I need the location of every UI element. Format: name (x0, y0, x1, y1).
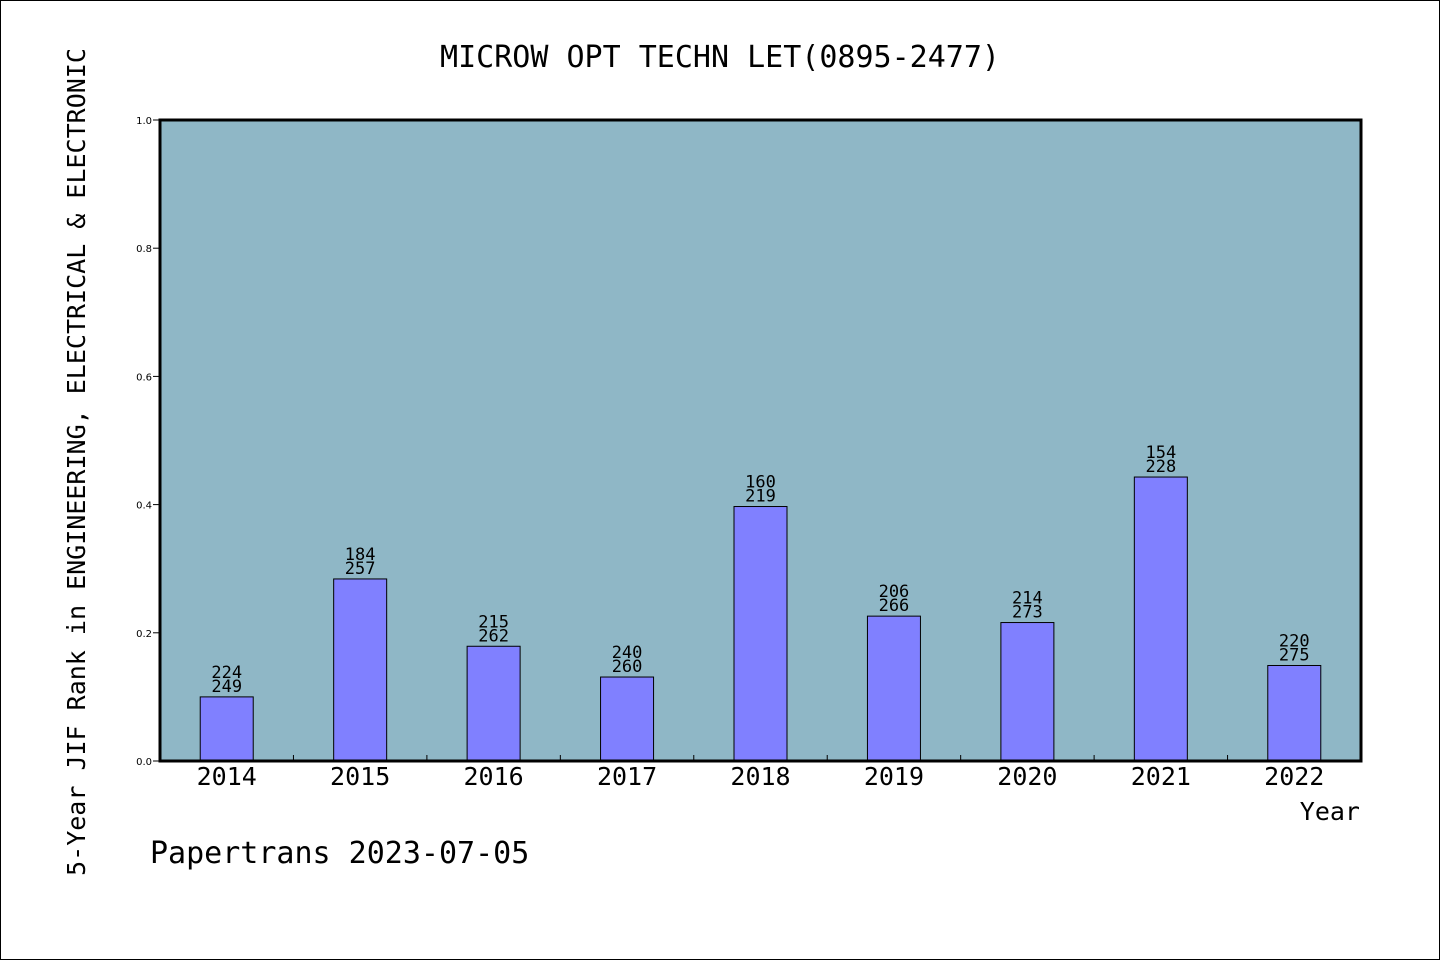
bar-rank-label: 240 (612, 643, 643, 663)
x-tick-label: 2015 (330, 762, 390, 791)
bar-rank-label: 214 (1012, 589, 1043, 609)
x-tick-label: 2014 (197, 762, 257, 791)
bar-total-label: 275 (1279, 645, 1310, 665)
bar-total-label: 228 (1145, 457, 1176, 477)
bar-total-label: 249 (211, 677, 242, 697)
x-axis-label: Year (1300, 797, 1360, 826)
bar-rank-label: 160 (745, 473, 776, 493)
y-tick-label: 0.4 (136, 501, 152, 512)
x-tick-label: 2022 (1264, 762, 1324, 791)
bar-rank-label: 154 (1145, 443, 1176, 463)
y-tick-label: 0.2 (136, 629, 152, 640)
bar (1133, 476, 1188, 762)
bar-total-label: 219 (745, 487, 776, 507)
bar (333, 578, 388, 762)
x-tick-label: 2021 (1131, 762, 1191, 791)
bar (866, 615, 921, 762)
plot-border (158, 118, 1363, 763)
bar (600, 676, 655, 762)
bar (1000, 622, 1055, 762)
x-tick-label: 2018 (730, 762, 790, 791)
bar (733, 506, 788, 762)
bar (466, 645, 521, 762)
bar (199, 696, 254, 762)
x-tick-label: 2020 (997, 762, 1057, 791)
x-tick-label: 2019 (864, 762, 924, 791)
bar-rank-label: 184 (345, 545, 376, 565)
x-tick-label: 2016 (464, 762, 524, 791)
y-tick-label: 0.8 (136, 244, 152, 255)
bar-rank-label: 215 (478, 612, 509, 632)
bar-total-label: 260 (612, 657, 643, 677)
chart-title: MICROW OPT TECHN LET(0895-2477) (440, 40, 1000, 75)
bar-rank-label: 220 (1279, 631, 1310, 651)
footer-note: Papertrans 2023-07-05 (150, 836, 529, 871)
y-tick-label: 0.6 (136, 372, 152, 383)
bar-total-label: 273 (1012, 603, 1043, 623)
x-tick-label: 2017 (597, 762, 657, 791)
y-tick-label: 0.0 (136, 757, 152, 768)
bar-rank-label: 206 (879, 582, 910, 602)
y-axis-label: 5-Year JIF Rank in ENGINEERING, ELECTRIC… (62, 48, 91, 876)
bar-total-label: 266 (879, 596, 910, 616)
y-tick-label: 1.0 (136, 116, 152, 127)
bar-total-label: 257 (345, 559, 376, 579)
bar (1267, 664, 1322, 762)
bar-rank-label: 224 (211, 663, 242, 683)
bar-total-label: 262 (478, 626, 509, 646)
